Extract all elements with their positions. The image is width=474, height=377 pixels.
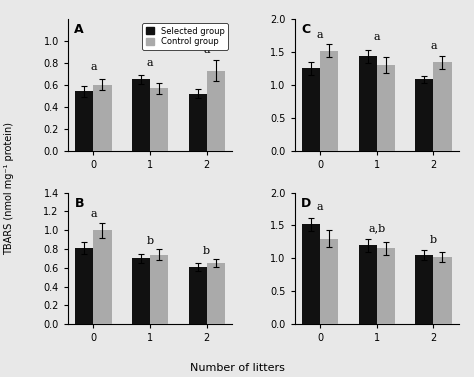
Text: Number of litters: Number of litters [190, 363, 284, 373]
Text: b: b [203, 245, 210, 256]
Text: a: a [317, 202, 324, 212]
Bar [320, 239, 338, 324]
Legend: Selected group, Control group: Selected group, Control group [143, 23, 228, 49]
Text: a,b: a,b [368, 224, 385, 233]
Text: b: b [146, 236, 154, 246]
Bar [207, 70, 225, 150]
Text: A: A [74, 23, 84, 36]
Bar [189, 267, 207, 324]
Bar [320, 51, 338, 150]
Text: D: D [301, 196, 311, 210]
Bar [377, 65, 395, 150]
Bar [93, 85, 111, 150]
Bar [359, 57, 377, 150]
Bar [75, 248, 93, 324]
Bar [189, 93, 207, 150]
Text: a: a [430, 41, 437, 51]
Bar [302, 224, 320, 324]
Bar [150, 254, 168, 324]
Text: C: C [301, 23, 310, 36]
Bar [75, 91, 93, 150]
Bar [415, 255, 433, 324]
Bar [433, 257, 452, 324]
Bar [377, 248, 395, 324]
Bar [150, 88, 168, 150]
Text: a: a [90, 209, 97, 219]
Bar [207, 263, 225, 324]
Text: a: a [203, 45, 210, 55]
Bar [302, 68, 320, 150]
Text: b: b [430, 235, 437, 245]
Bar [359, 245, 377, 324]
Bar [93, 230, 111, 324]
Text: a: a [374, 32, 380, 42]
Bar [415, 80, 433, 150]
Bar [132, 79, 150, 150]
Bar [433, 63, 452, 150]
Text: a: a [90, 61, 97, 72]
Bar [132, 258, 150, 324]
Text: B: B [74, 196, 84, 210]
Text: TBARS (nmol mg⁻¹ protein): TBARS (nmol mg⁻¹ protein) [4, 122, 15, 255]
Text: a: a [317, 30, 324, 40]
Text: a: a [147, 58, 153, 68]
